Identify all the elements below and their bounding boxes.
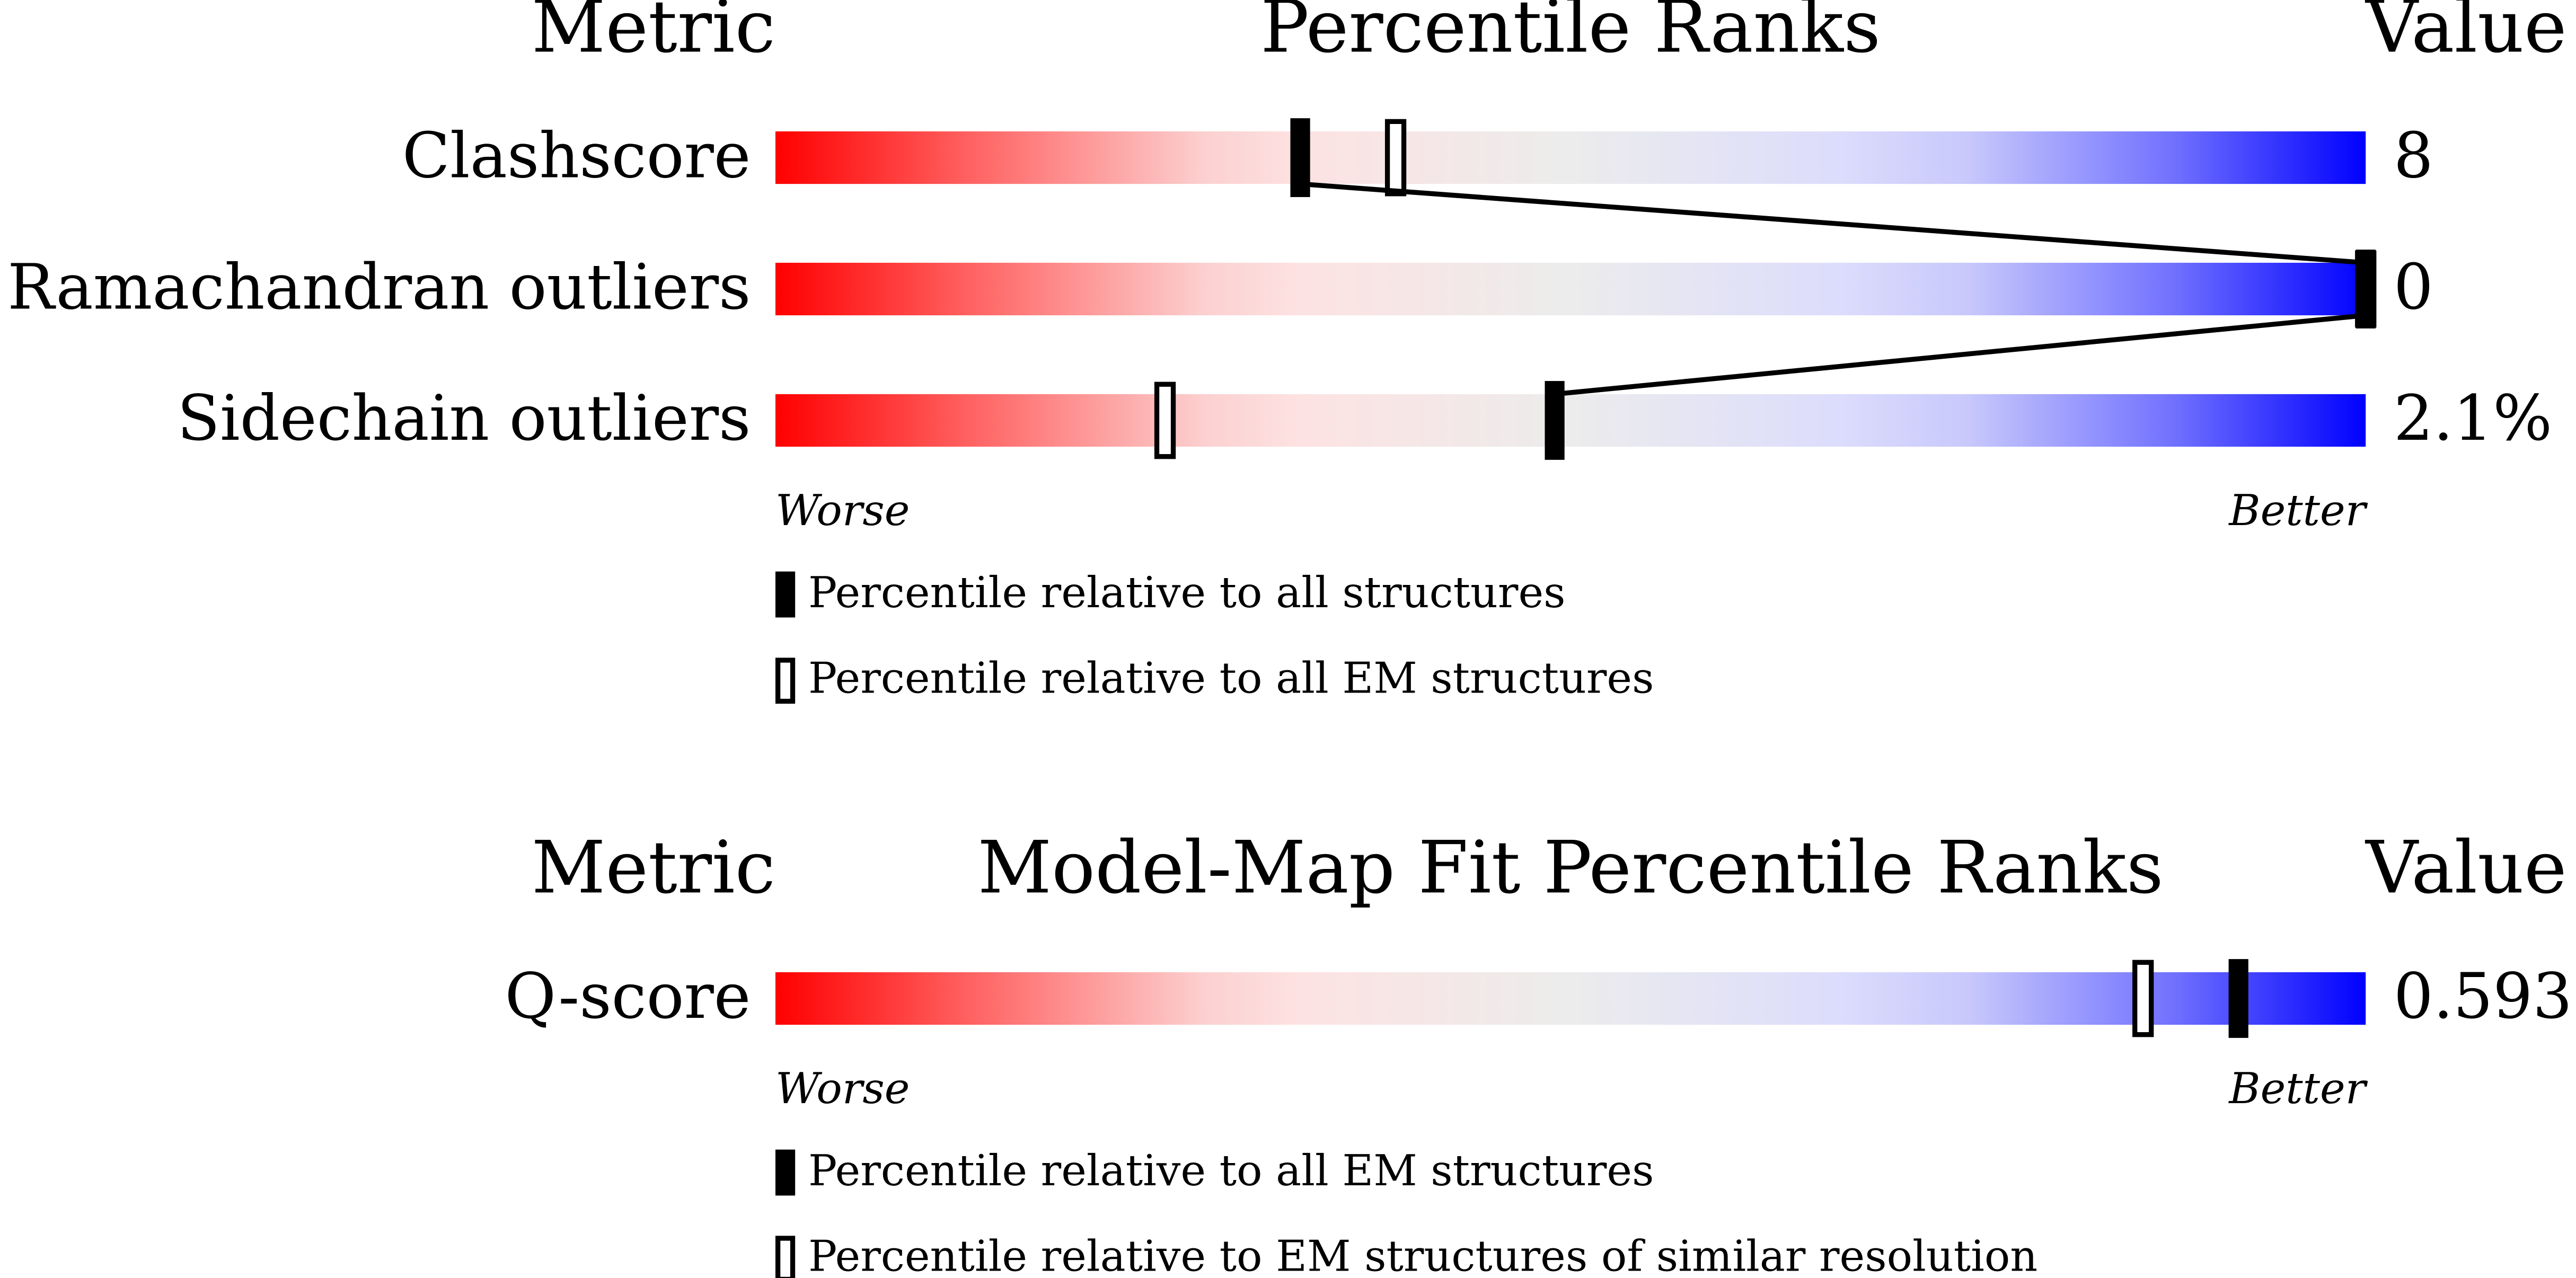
legend-label: Percentile relative to all EM structures xyxy=(808,653,1654,703)
value-header: Value xyxy=(2365,826,2566,910)
metric-header: Metric xyxy=(532,0,775,69)
connector-line xyxy=(1300,181,2368,397)
legend-label: Percentile relative to EM structures of … xyxy=(808,1231,2037,1278)
value-label: 0 xyxy=(2394,251,2433,323)
marker-open xyxy=(1384,119,1407,197)
value-label: 0.593 xyxy=(2394,960,2572,1033)
legend-marker-open xyxy=(775,1236,796,1278)
worse-label: Worse xyxy=(775,1064,910,1114)
legend-label: Percentile relative to all EM structures xyxy=(808,1146,1654,1196)
marker-filled xyxy=(2228,959,2248,1038)
metric-label: Ramachandran outliers xyxy=(7,251,751,323)
better-label: Better xyxy=(2228,1064,2368,1114)
gradient-bar xyxy=(775,394,2366,447)
legend-label: Percentile relative to all structures xyxy=(808,568,1566,618)
worse-label: Worse xyxy=(775,486,910,536)
value-header: Value xyxy=(2365,0,2566,69)
gradient-bar xyxy=(775,131,2366,184)
chart-title: Percentile Ranks xyxy=(1260,0,1881,69)
better-label: Better xyxy=(2228,486,2368,536)
value-label: 2.1% xyxy=(2394,382,2552,455)
chart-title: Model-Map Fit Percentile Ranks xyxy=(977,826,2163,910)
legend-marker-open xyxy=(775,658,796,704)
gradient-bar xyxy=(775,262,2366,316)
marker-open xyxy=(2132,960,2154,1037)
legend-marker-filled xyxy=(775,571,796,618)
marker-open xyxy=(1154,381,1176,459)
value-label: 8 xyxy=(2394,119,2433,192)
gradient-bar xyxy=(775,972,2366,1025)
metric-label: Clashscore xyxy=(402,119,751,192)
legend-marker-filled xyxy=(775,1149,796,1196)
metric-label: Q-score xyxy=(505,960,751,1033)
metric-label: Sidechain outliers xyxy=(177,382,751,455)
metric-header: Metric xyxy=(532,826,775,910)
